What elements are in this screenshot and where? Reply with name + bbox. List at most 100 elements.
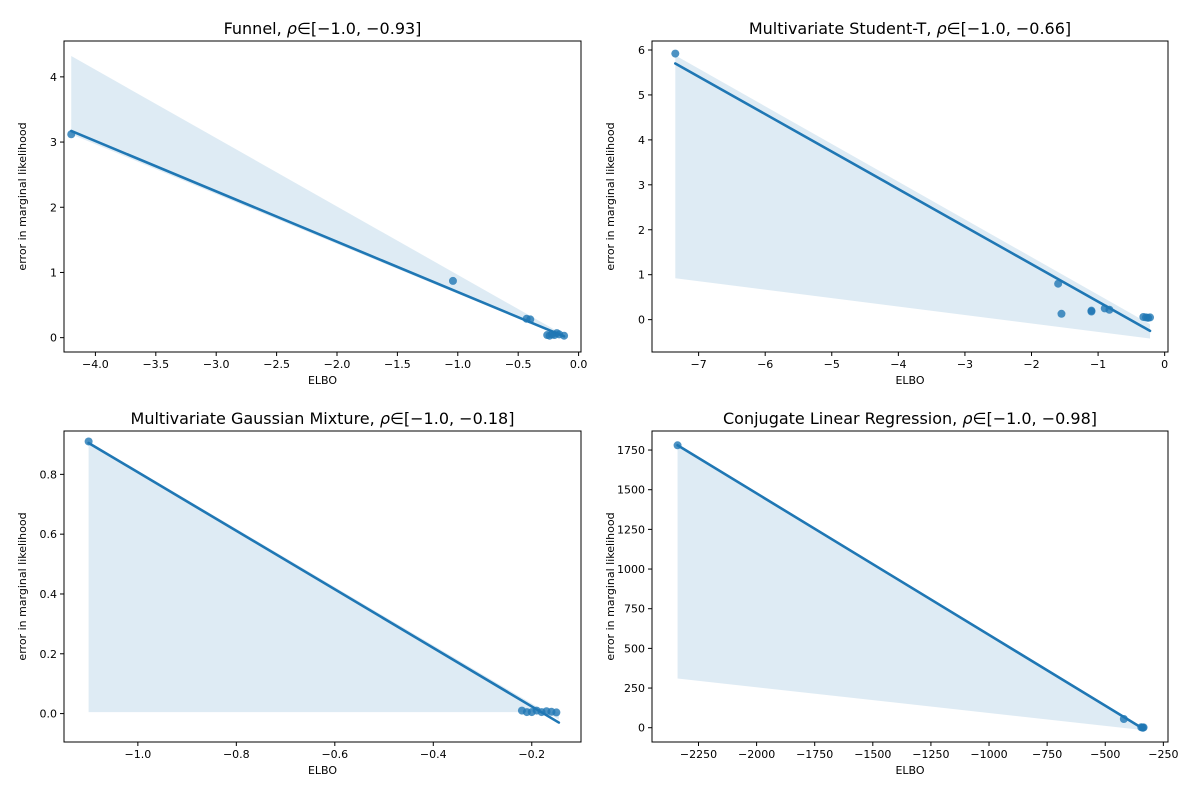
x-axis-label: ELBO [308, 374, 337, 387]
confidence-band [88, 441, 559, 720]
x-tick-label: −0.2 [518, 748, 545, 761]
data-point [1139, 723, 1148, 732]
chart-title-range: ∈[−1.0, −0.98] [973, 409, 1097, 428]
x-axis-label: ELBO [308, 764, 337, 777]
axes-frame [63, 430, 582, 743]
y-tick-label: 2 [638, 224, 645, 237]
y-tick-label: 500 [624, 642, 645, 655]
x-axis-label: ELBO [895, 764, 924, 777]
data-point [67, 130, 76, 139]
x-tick-label: −6 [757, 358, 773, 371]
y-tick-label: 1000 [617, 563, 645, 576]
y-tick-label: 750 [624, 603, 645, 616]
x-tick-label: −1 [1090, 358, 1106, 371]
x-tick-label: −750 [1032, 748, 1062, 761]
y-tick-label: 1500 [617, 484, 645, 497]
regression-line [676, 443, 1145, 731]
axes-frame [651, 430, 1169, 743]
x-tick-label: −0.8 [223, 748, 250, 761]
x-tick-label: −2.5 [263, 358, 290, 371]
chart-title-prefix: Conjugate Linear Regression, [723, 409, 962, 428]
y-axis-label: error in marginal likelihood [604, 122, 617, 270]
y-tick-label: 1750 [617, 444, 645, 457]
x-tick-label: −2.0 [324, 358, 351, 371]
confidence-band [71, 55, 565, 338]
data-point [1105, 305, 1114, 314]
x-tick-label: −1000 [970, 748, 1007, 761]
x-tick-label: −500 [1090, 748, 1120, 761]
x-tick-label: −4.0 [82, 358, 109, 371]
data-point [560, 331, 569, 340]
chart-title-range: ∈[−1.0, −0.93] [297, 19, 421, 38]
x-tick-label: −4 [890, 358, 906, 371]
chart-panel-1: −4.0 −3.5 −3.0 −2.5 −2.0 −1.5 −1.0 −0.5 0.0 0 1 2 3 4… [16, 19, 587, 387]
chart-title-rho: ρ [962, 409, 972, 428]
x-tick-label: −1500 [854, 748, 891, 761]
chart-title-prefix: Multivariate Gaussian Mixture, [131, 409, 380, 428]
x-tick-label: −2 [1023, 358, 1039, 371]
x-tick-label: −7 [690, 358, 706, 371]
x-tick-label: −0.5 [505, 358, 532, 371]
x-tick-label: −2000 [738, 748, 775, 761]
regression-line [674, 62, 1152, 333]
x-tick-label: −3 [957, 358, 973, 371]
y-tick-label: 6 [638, 44, 645, 57]
chart-title-prefix: Funnel, [224, 19, 287, 38]
data-point [1119, 714, 1128, 723]
y-axis-label: error in marginal likelihood [16, 122, 29, 270]
data-point [1146, 313, 1155, 322]
y-tick-label: 0.0 [40, 708, 58, 721]
y-tick-label: 1 [50, 266, 57, 279]
x-tick-label: −0.6 [321, 748, 348, 761]
x-tick-label: −1.0 [444, 358, 471, 371]
data-point [1087, 307, 1096, 316]
data-point [448, 276, 457, 285]
y-tick-label: 0 [638, 722, 645, 735]
x-tick-label: 0.0 [570, 358, 588, 371]
x-tick-label: −1.0 [124, 748, 151, 761]
chart-title-range: ∈[−1.0, −0.18] [390, 409, 514, 428]
chart-title-rho: ρ [287, 19, 297, 38]
y-tick-label: 250 [624, 682, 645, 695]
y-tick-label: 4 [50, 71, 57, 84]
x-tick-label: −1750 [796, 748, 833, 761]
chart-title: Multivariate Gaussian Mixture, ρ∈[−1.0, … [131, 409, 515, 428]
chart-panel-3: −1.0 −0.8 −0.6 −0.4 −0.2 0.0 0.2 0.4 0.6 0.8 ELBO e… [16, 409, 582, 777]
y-tick-label: 0.8 [40, 468, 58, 481]
y-axis-label: error in marginal likelihood [16, 512, 29, 660]
y-tick-label: 0 [638, 314, 645, 327]
chart-panel-4: −2250 −2000 −1750 −1500 −1250 −1000 −750 −500 −2… [604, 409, 1178, 777]
y-tick-label: 0.4 [40, 588, 58, 601]
x-axis-label: ELBO [895, 374, 924, 387]
regression-line [87, 441, 561, 724]
axes-frame [63, 40, 582, 353]
chart-title-rho: ρ [380, 409, 390, 428]
axes-frame [651, 40, 1169, 353]
data-point [671, 49, 680, 58]
y-tick-label: 1250 [617, 523, 645, 536]
y-axis-label: error in marginal likelihood [604, 512, 617, 660]
chart-title: Multivariate Student-T, ρ∈[−1.0, −0.66] [749, 19, 1071, 38]
data-point [673, 441, 682, 450]
regression-line [69, 129, 566, 338]
x-tick-label: −3.0 [203, 358, 230, 371]
x-tick-label: 0 [1161, 358, 1168, 371]
x-tick-label: −0.4 [420, 748, 447, 761]
data-point [552, 708, 561, 717]
y-tick-label: 0.6 [40, 528, 58, 541]
x-tick-label: −5 [824, 358, 840, 371]
data-point [526, 315, 535, 324]
y-tick-label: 3 [638, 179, 645, 192]
y-tick-label: 3 [50, 136, 57, 149]
chart-title: Conjugate Linear Regression, ρ∈[−1.0, −0… [723, 409, 1097, 428]
y-tick-label: 1 [638, 269, 645, 282]
y-tick-label: 4 [638, 134, 645, 147]
data-point [1054, 279, 1063, 288]
y-tick-label: 5 [638, 89, 645, 102]
y-tick-label: 0 [50, 332, 57, 345]
chart-title-range: ∈[−1.0, −0.66] [947, 19, 1071, 38]
data-point [1057, 309, 1066, 318]
x-tick-label: −2250 [680, 748, 717, 761]
x-tick-label: −1.5 [384, 358, 411, 371]
